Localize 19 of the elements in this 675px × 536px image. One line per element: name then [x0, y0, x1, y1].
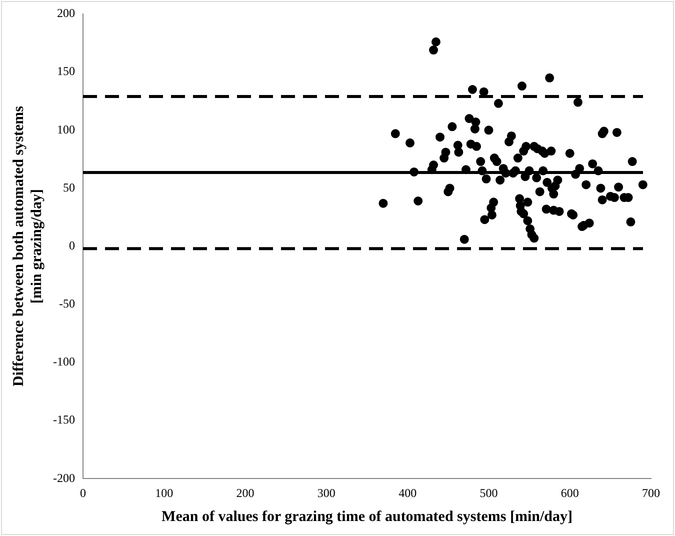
y-tick-label: 50 — [62, 180, 75, 194]
y-tick-label: -50 — [58, 296, 75, 311]
y-tick-label: 200 — [56, 6, 75, 20]
y-tick-label: 0 — [68, 238, 75, 252]
y-tick-label: -100 — [52, 354, 75, 369]
x-tick-label: 700 — [642, 486, 660, 500]
x-tick-label: 400 — [398, 486, 417, 500]
x-tick-label: 200 — [236, 486, 254, 500]
y-tick-label: 150 — [56, 64, 75, 78]
y-axis-title: Difference between both automated systems [min grazing/day] — [10, 106, 45, 387]
x-axis-title: Mean of values for grazing time of automated systems [min/day] — [162, 508, 572, 525]
x-tick-label: 600 — [560, 486, 579, 500]
y-tick-label: -200 — [52, 470, 75, 485]
y-tick-label: -150 — [52, 412, 75, 427]
x-tick-label: 300 — [317, 486, 336, 500]
y-tick-label: 100 — [56, 122, 75, 136]
x-tick-label: 0 — [80, 486, 86, 500]
x-tick-label: 100 — [155, 486, 174, 500]
x-tick-label: 500 — [480, 486, 498, 500]
